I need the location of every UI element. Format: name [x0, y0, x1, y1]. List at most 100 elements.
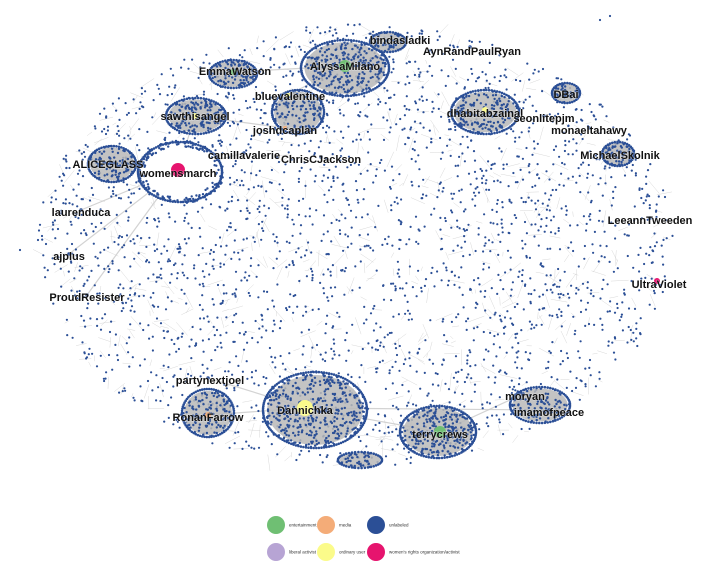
- graph-node: [498, 314, 501, 317]
- graph-node: [197, 429, 201, 432]
- graph-node: [524, 243, 527, 246]
- edge: [494, 399, 505, 401]
- graph-node: [645, 252, 648, 255]
- graph-node: [334, 286, 337, 289]
- graph-node: [250, 138, 253, 141]
- graph-node: [243, 60, 246, 63]
- graph-node: [185, 212, 188, 215]
- graph-node: [111, 190, 114, 193]
- graph-node: [239, 69, 242, 72]
- graph-node: [71, 336, 74, 339]
- graph-node: [528, 358, 531, 362]
- graph-node: [371, 75, 374, 79]
- graph-node: [107, 353, 111, 357]
- edge: [488, 295, 496, 310]
- edge: [86, 131, 93, 136]
- graph-node: [218, 84, 222, 88]
- graph-node: [426, 70, 429, 73]
- graph-node: [185, 131, 189, 135]
- edge: [284, 455, 291, 462]
- graph-node: [479, 102, 482, 105]
- graph-node: [175, 100, 179, 104]
- graph-node: [578, 398, 581, 401]
- graph-node: [584, 385, 587, 388]
- graph-node: [224, 82, 228, 85]
- graph-node: [185, 97, 189, 101]
- edge: [75, 151, 83, 154]
- edge: [402, 174, 409, 187]
- graph-node: [440, 115, 443, 118]
- graph-node: [332, 177, 335, 180]
- edge: [387, 395, 404, 401]
- graph-node: [346, 42, 349, 45]
- edge: [188, 324, 194, 331]
- graph-node: [292, 311, 295, 314]
- edge: [217, 49, 224, 58]
- graph-node: [274, 85, 277, 88]
- graph-node: [325, 77, 328, 80]
- graph-node: [479, 88, 483, 92]
- graph-node: [173, 86, 176, 89]
- graph-node: [347, 349, 350, 352]
- graph-node: [140, 105, 144, 108]
- edge: [99, 350, 106, 359]
- edge: [161, 285, 170, 289]
- graph-node: [462, 103, 465, 107]
- edge: [42, 223, 59, 229]
- graph-node: [192, 142, 195, 145]
- graph-node: [200, 101, 203, 104]
- graph-node: [251, 336, 254, 340]
- graph-node: [131, 356, 134, 359]
- graph-node: [305, 63, 309, 66]
- graph-node: [482, 358, 486, 361]
- graph-node: [126, 183, 129, 186]
- graph-node: [117, 236, 120, 239]
- graph-node: [390, 299, 393, 302]
- edge: [305, 238, 311, 254]
- graph-node: [433, 285, 436, 288]
- graph-node: [634, 174, 638, 177]
- graph-node: [462, 228, 465, 231]
- graph-node: [231, 293, 234, 296]
- graph-node: [190, 101, 193, 104]
- graph-node: [267, 435, 270, 438]
- graph-node: [187, 67, 190, 70]
- graph-node: [71, 203, 74, 206]
- graph-node: [505, 88, 508, 91]
- graph-node: [369, 312, 373, 315]
- graph-node: [290, 143, 293, 147]
- graph-node: [221, 301, 224, 304]
- graph-node: [59, 267, 62, 270]
- graph-node: [117, 175, 121, 178]
- graph-node: [139, 322, 142, 325]
- graph-node: [60, 285, 63, 288]
- graph-node: [448, 138, 451, 141]
- graph-node: [661, 255, 664, 258]
- graph-node: [232, 340, 235, 343]
- graph-node: [425, 98, 428, 101]
- graph-node: [323, 72, 327, 75]
- edge: [259, 424, 261, 438]
- graph-node: [111, 260, 114, 263]
- graph-node: [213, 431, 216, 434]
- graph-node: [236, 405, 239, 408]
- graph-node: [177, 251, 181, 254]
- graph-node: [208, 62, 211, 65]
- graph-node: [71, 252, 74, 255]
- graph-node: [187, 141, 190, 144]
- graph-node: [403, 447, 406, 450]
- graph-node: [421, 86, 424, 89]
- graph-node: [273, 126, 276, 130]
- graph-node: [632, 266, 635, 269]
- edge: [285, 53, 291, 66]
- graph-node: [138, 172, 142, 175]
- graph-node: [168, 131, 171, 134]
- graph-node: [382, 71, 385, 74]
- graph-node: [571, 153, 574, 156]
- graph-node: [594, 118, 597, 121]
- graph-node: [188, 132, 191, 135]
- graph-node: [115, 145, 118, 148]
- edge: [99, 285, 102, 292]
- graph-node: [192, 267, 196, 270]
- graph-node: [214, 62, 218, 66]
